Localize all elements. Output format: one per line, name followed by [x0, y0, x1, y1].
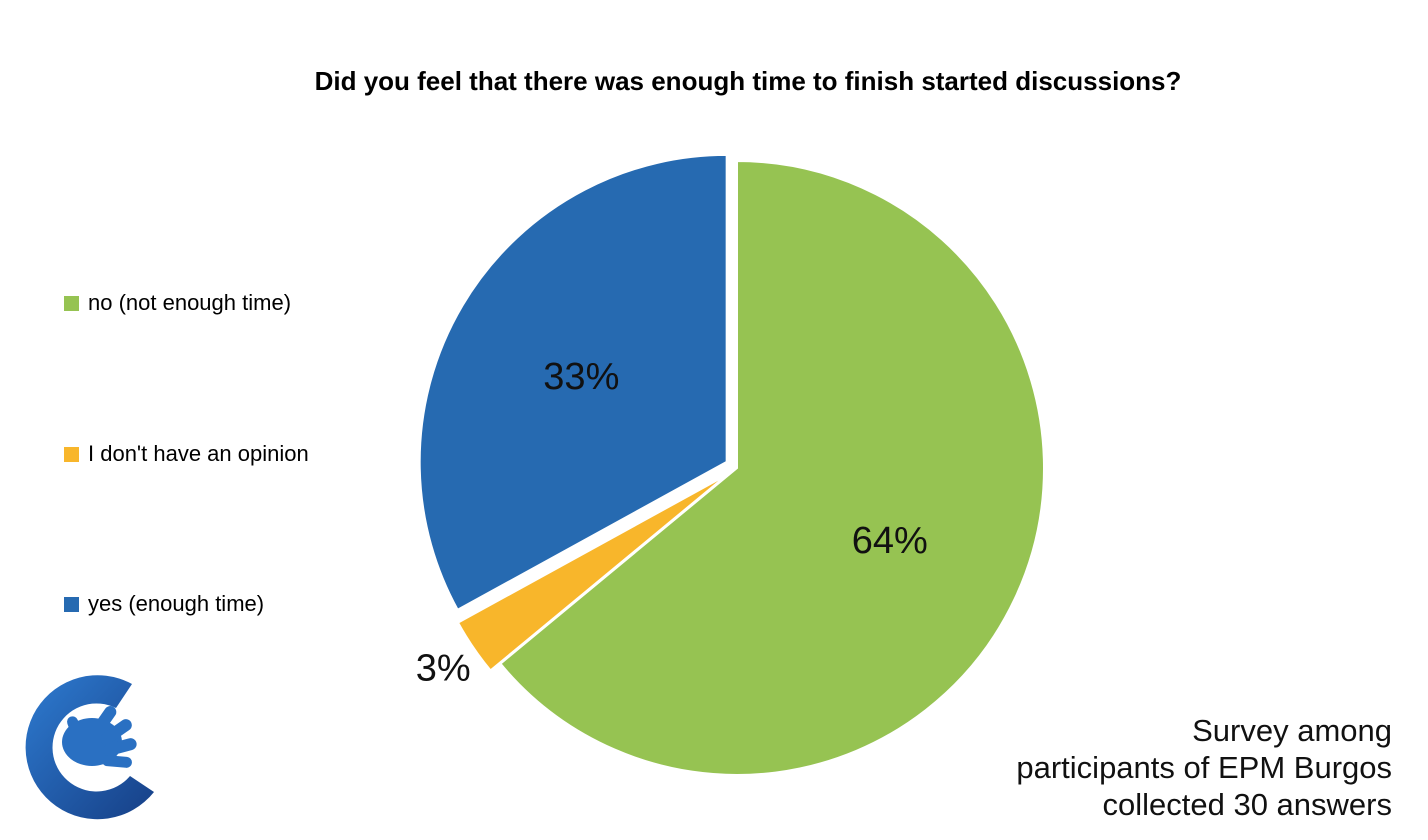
legend-swatch-yes — [64, 596, 79, 612]
pie-slice-no-opinion — [456, 473, 728, 672]
pie-slice-yes — [418, 153, 728, 612]
legend: no (not enough time) I don't have an opi… — [64, 0, 384, 840]
data-label-no: 64% — [852, 520, 928, 562]
legend-label-no-opinion: I don't have an opinion — [88, 441, 309, 466]
data-label-yes: 33% — [543, 356, 619, 398]
data-label-no-opinion: 3% — [416, 647, 471, 689]
chart-title: Did you feel that there was enough time … — [314, 66, 1182, 96]
survey-note-line-1: Survey among — [1192, 713, 1392, 748]
legend-item-yes: yes (enough time) — [64, 591, 264, 617]
pie-slice-no — [499, 159, 1045, 776]
hand-in-circle-logo — [25, 675, 155, 820]
survey-note-line-3: collected 30 answers — [1102, 787, 1393, 822]
legend-label-yes: yes (enough time) — [88, 591, 265, 616]
legend-swatch-no-opinion — [64, 446, 79, 462]
legend-item-no-opinion: I don't have an opinion — [64, 441, 309, 467]
survey-note: Survey among participants of EPM Burgos … — [1016, 712, 1392, 823]
survey-note-line-2: participants of EPM Burgos — [1016, 750, 1392, 785]
legend-label-no: no (not enough time) — [88, 290, 292, 315]
legend-item-no: no (not enough time) — [64, 290, 291, 316]
legend-swatch-no — [64, 295, 79, 311]
